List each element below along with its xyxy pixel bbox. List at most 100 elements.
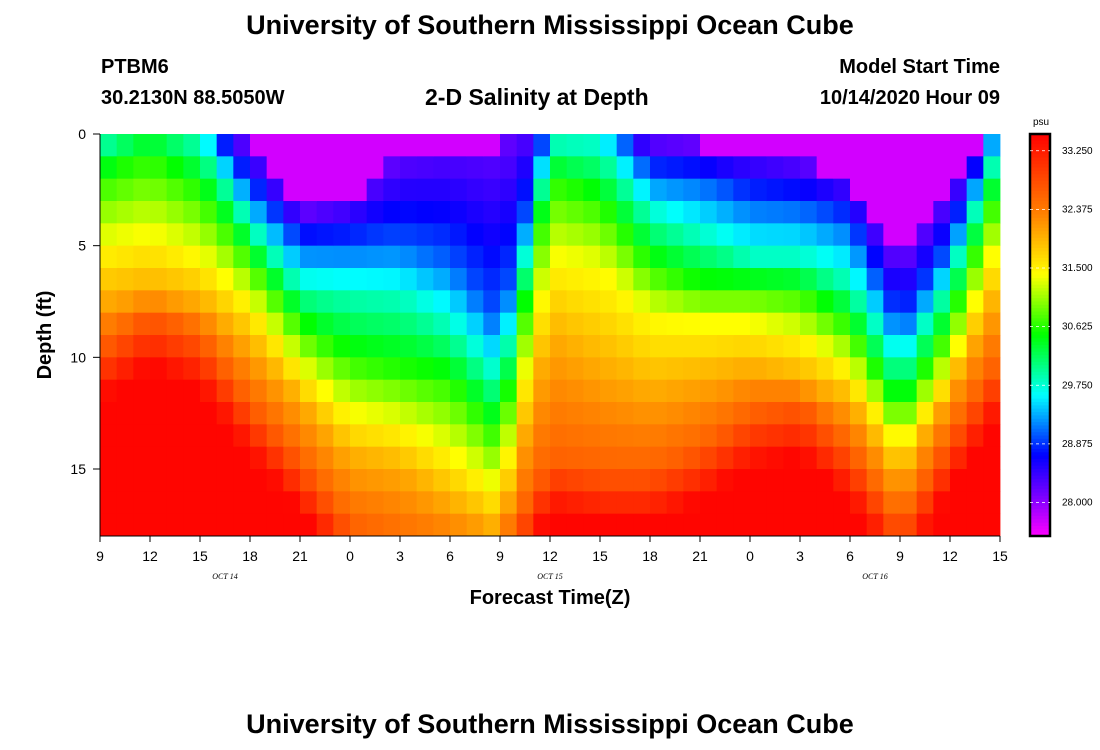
heatmap-cell [450, 201, 468, 224]
heatmap-cell [866, 178, 884, 202]
heatmap-cell [583, 245, 601, 269]
heatmap-cell [250, 134, 268, 157]
colorbar-swatch [1030, 335, 1050, 339]
heatmap-cell [900, 178, 918, 202]
heatmap-cell [666, 402, 684, 425]
heatmap-cell [833, 178, 851, 202]
heatmap-cell [866, 379, 884, 403]
heatmap-cell [783, 268, 801, 291]
heatmap-cell [833, 357, 851, 381]
heatmap-cell [200, 245, 218, 269]
heatmap-cell [233, 513, 251, 537]
heatmap-cell [400, 134, 418, 157]
heatmap-cell [933, 290, 951, 314]
heatmap-cell [550, 357, 568, 381]
heatmap-cell [900, 513, 918, 537]
heatmap-cell [300, 469, 318, 492]
heatmap-cell [966, 335, 984, 358]
heatmap-cell [433, 134, 451, 157]
heatmap-cell [450, 268, 468, 291]
heatmap-cell [966, 402, 984, 425]
colorbar-swatch [1030, 472, 1050, 477]
heatmap-cell [333, 357, 351, 381]
heatmap-cell [666, 156, 684, 180]
heatmap-cell [816, 469, 834, 492]
heatmap-cell [316, 312, 334, 336]
heatmap-cell [850, 178, 868, 202]
heatmap-cell [866, 201, 884, 224]
heatmap-cell [750, 379, 768, 403]
heatmap-cell [516, 178, 534, 202]
heatmap-cell [966, 223, 984, 247]
heatmap-cell [966, 424, 984, 448]
heatmap-cell [683, 402, 701, 425]
heatmap-cell [633, 156, 651, 180]
heatmap-cell [966, 379, 984, 403]
heatmap-cell [533, 223, 551, 247]
colorbar-swatch [1030, 529, 1050, 534]
heatmap-cell [316, 178, 334, 202]
heatmap-cell [333, 134, 351, 157]
heatmap-cell [833, 268, 851, 291]
heatmap-cell [650, 402, 668, 425]
heatmap-cell [716, 335, 734, 358]
colorbar-swatch [1030, 522, 1050, 527]
heatmap-cell [383, 357, 401, 381]
heatmap-cell [400, 335, 418, 358]
heatmap-cell [733, 357, 751, 381]
heatmap-cell [883, 491, 901, 515]
heatmap-cell [333, 335, 351, 358]
heatmap-cell [800, 223, 818, 247]
heatmap-cell [816, 134, 834, 157]
heatmap-cell [300, 178, 318, 202]
heatmap-cell [683, 312, 701, 336]
heatmap-cell [933, 491, 951, 515]
heatmap-cell [800, 335, 818, 358]
heatmap-cell [933, 424, 951, 448]
colorbar-swatch [1030, 134, 1050, 138]
heatmap-cell [200, 268, 218, 291]
heatmap-cell [966, 134, 984, 157]
colorbar-swatch [1030, 144, 1050, 148]
colorbar-swatch [1030, 485, 1050, 490]
heatmap-cell [250, 268, 268, 291]
heatmap-cell [633, 446, 651, 470]
heatmap-cell [100, 424, 118, 448]
colorbar-swatch [1030, 422, 1050, 426]
heatmap-cell [366, 201, 384, 224]
heatmap-cell [200, 134, 218, 157]
heatmap-cell [400, 424, 418, 448]
heatmap-cell [933, 446, 951, 470]
heatmap-cell [483, 513, 501, 537]
heatmap-cell [583, 357, 601, 381]
heatmap-cell [566, 290, 584, 314]
heatmap-cell [233, 134, 251, 157]
heatmap-cell [316, 290, 334, 314]
colorbar-unit-label: psu [1033, 117, 1049, 128]
heatmap-cell [983, 357, 1001, 381]
heatmap-cell [866, 156, 884, 180]
colorbar-swatch [1030, 147, 1050, 152]
heatmap-cell [866, 312, 884, 336]
colorbar-swatch [1030, 284, 1050, 289]
heatmap-cell [566, 424, 584, 448]
heatmap-cell [100, 491, 118, 515]
heatmap-cell [833, 469, 851, 492]
heatmap-cell [450, 424, 468, 448]
heatmap-cell [650, 424, 668, 448]
heatmap-cell [533, 290, 551, 314]
heatmap-cell [316, 469, 334, 492]
heatmap-cell [816, 245, 834, 269]
heatmap-cell [650, 335, 668, 358]
heatmap-cell [750, 312, 768, 336]
heatmap-cell [333, 223, 351, 247]
heatmap-cell [183, 290, 201, 314]
heatmap-cell [933, 245, 951, 269]
heatmap-cell [516, 402, 534, 425]
heatmap-cell [100, 290, 118, 314]
heatmap-cell [900, 201, 918, 224]
heatmap-cell [116, 245, 134, 269]
heatmap-cell [466, 491, 484, 515]
heatmap-cell [616, 513, 634, 537]
heatmap-cell [216, 201, 234, 224]
